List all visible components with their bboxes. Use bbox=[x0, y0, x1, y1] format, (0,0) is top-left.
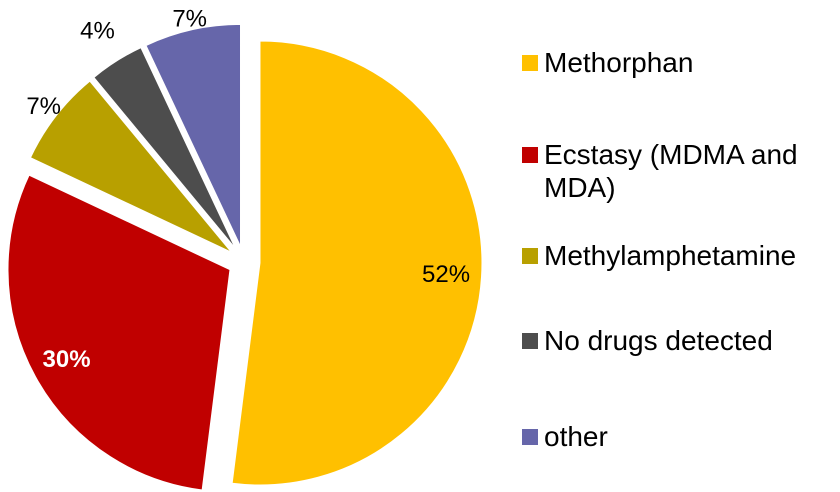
data-label-methorphan: 52% bbox=[422, 261, 470, 288]
legend-label-no-drugs: No drugs detected bbox=[544, 324, 840, 357]
legend-label-other: other bbox=[544, 420, 840, 453]
data-label-methylamphetamine: 7% bbox=[26, 93, 61, 120]
data-label-other: 7% bbox=[172, 5, 207, 32]
legend-item-other: other bbox=[522, 420, 840, 453]
legend-label-ecstasy: Ecstasy (MDMA and MDA) bbox=[544, 138, 840, 204]
legend-swatch-ecstasy bbox=[522, 147, 538, 163]
legend-swatch-methorphan bbox=[522, 55, 538, 71]
legend-item-ecstasy: Ecstasy (MDMA and MDA) bbox=[522, 138, 840, 204]
legend-item-methylamphetamine: Methylamphetamine bbox=[522, 239, 840, 272]
legend-item-methorphan: Methorphan bbox=[522, 46, 840, 79]
legend-swatch-other bbox=[522, 429, 538, 445]
legend-swatch-methylamphetamine bbox=[522, 248, 538, 264]
legend-item-no-drugs: No drugs detected bbox=[522, 324, 840, 357]
data-label-ecstasy-mdma-and-mda: 30% bbox=[43, 346, 91, 373]
legend-swatch-no-drugs bbox=[522, 333, 538, 349]
pie-chart: 52% 30% 7% 4% 7% bbox=[0, 0, 500, 492]
data-label-no-drugs-detected: 4% bbox=[80, 18, 115, 45]
legend-label-methylamphetamine: Methylamphetamine bbox=[544, 239, 840, 272]
legend: Methorphan Ecstasy (MDMA and MDA) Methyl… bbox=[522, 0, 840, 492]
legend-label-methorphan: Methorphan bbox=[544, 46, 840, 79]
